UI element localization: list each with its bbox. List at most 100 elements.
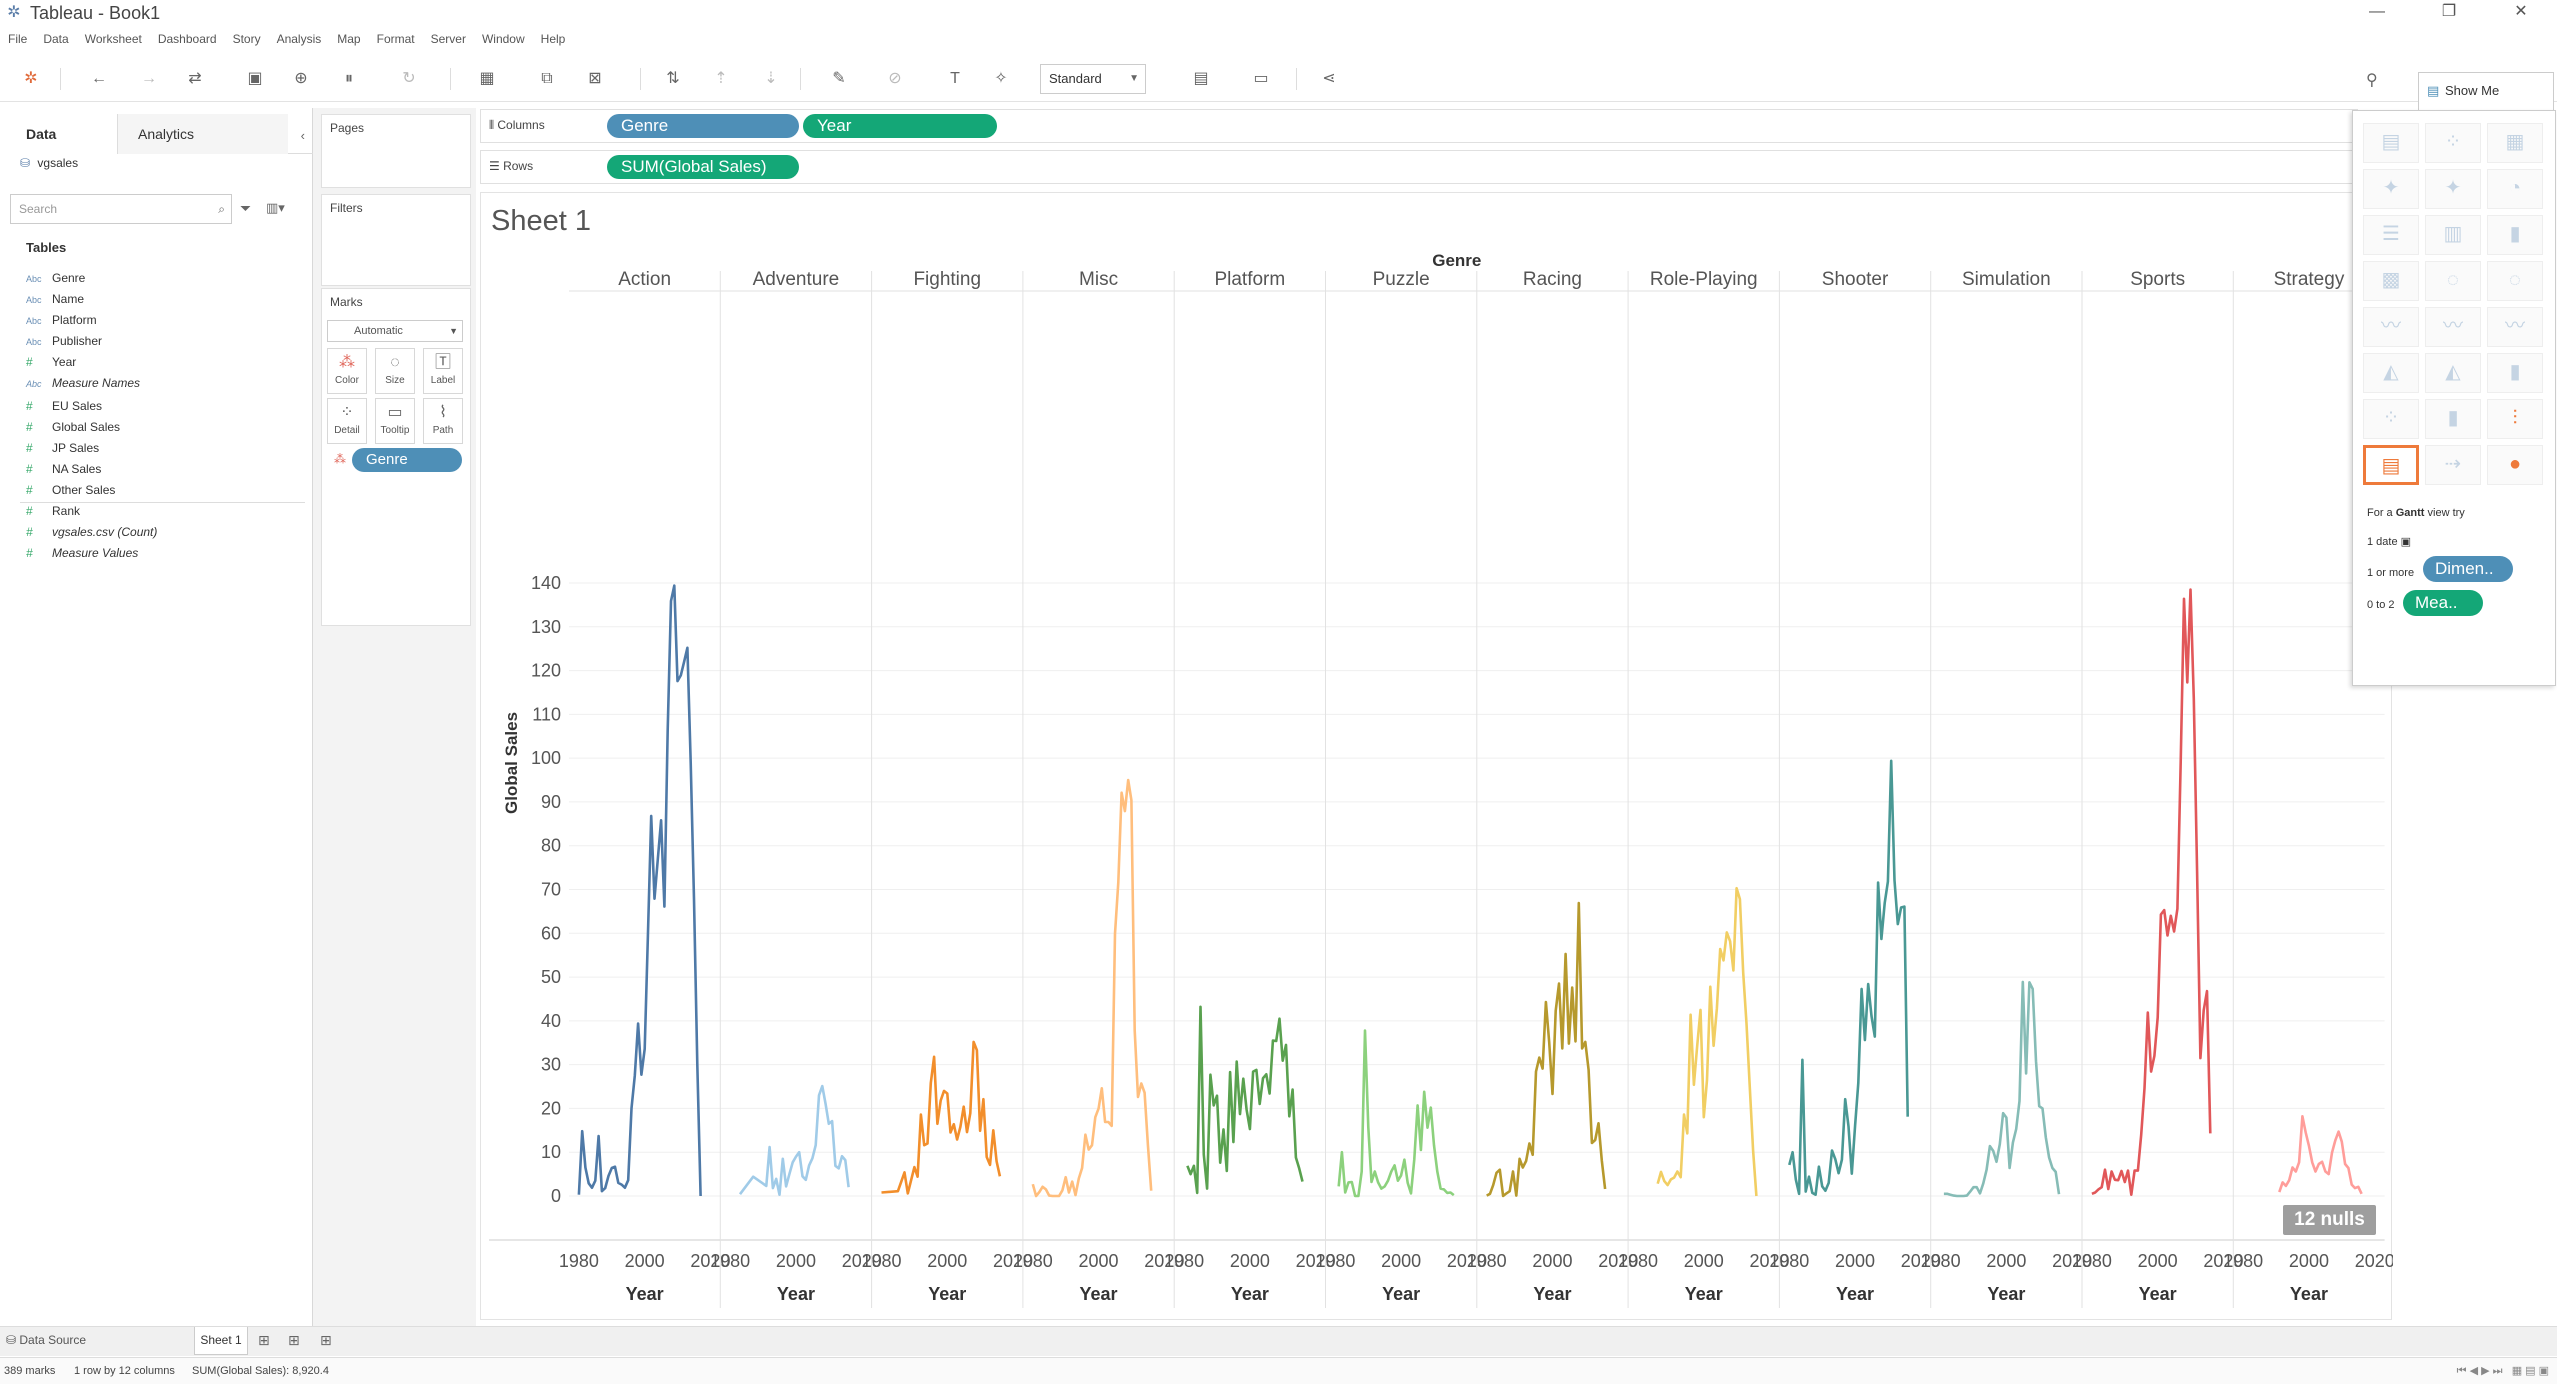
filter-fields-icon[interactable]: ⏷ (240, 200, 252, 216)
swap-rows-columns-icon[interactable]: ⇅ (666, 70, 680, 87)
menu-format[interactable]: Format (376, 32, 415, 46)
show-me-side-by-side-circles-icon[interactable]: ◌ (2487, 261, 2543, 301)
show-me-area-discrete-icon[interactable]: ◭ (2425, 353, 2481, 393)
show-me-histogram-icon[interactable]: ▮ (2425, 399, 2481, 439)
size-button[interactable]: ◌ Size (375, 348, 415, 394)
show-me-bullet-graph-icon[interactable]: ⇢ (2425, 445, 2481, 485)
new-dashboard-icon[interactable]: ⊞ (288, 1332, 300, 1348)
tab-analytics[interactable]: Analytics (118, 114, 288, 154)
detail-button[interactable]: ⁘ Detail (327, 398, 367, 444)
tab-data[interactable]: Data (0, 114, 118, 154)
show-me-discrete-lines-icon[interactable]: 〰 (2425, 307, 2481, 347)
color-button[interactable]: ⁂ Color (327, 348, 367, 394)
show-me-box-whisker-icon[interactable]: ⫶ (2487, 399, 2543, 439)
path-button[interactable]: ⌇ Path (423, 398, 463, 444)
label-button[interactable]: 🅃 Label (423, 348, 463, 394)
fit-dropdown[interactable]: Standard ▼ (1040, 64, 1146, 94)
rows-sum-global-sales-pill[interactable]: SUM(Global Sales) (607, 155, 799, 179)
field-jp-sales[interactable]: # JP Sales (26, 438, 99, 458)
columns-shelf[interactable]: ⫴ Columns Genre Year (480, 109, 2358, 143)
show-me-tab[interactable]: ▤ Show Me (2418, 72, 2554, 110)
collapse-pane-icon[interactable]: ‹ (300, 128, 305, 143)
show-me-highlight-table-icon[interactable]: ▦ (2487, 123, 2543, 163)
menu-story[interactable]: Story (232, 32, 261, 46)
show-me-filled-map-icon[interactable]: ✦ (2425, 169, 2481, 209)
show-me-horizontal-bars-icon[interactable]: ☰ (2363, 215, 2419, 255)
nulls-indicator[interactable]: 12 nulls (2283, 1205, 2376, 1235)
pages-card[interactable]: Pages (321, 114, 471, 188)
sheet-tab-sheet-1[interactable]: Sheet 1 (194, 1327, 248, 1355)
field-publisher[interactable]: Abc Publisher (26, 331, 102, 351)
new-worksheet-icon[interactable]: ▦ (479, 70, 495, 87)
genre-color-pill[interactable]: Genre (352, 448, 462, 472)
new-datasource-icon[interactable]: ⊕ (294, 70, 308, 87)
show-me-dual-lines-icon[interactable]: 〰 (2487, 307, 2543, 347)
menu-map[interactable]: Map (337, 32, 361, 46)
new-story-icon[interactable]: ⊞ (320, 1332, 332, 1348)
menu-server[interactable]: Server (430, 32, 466, 46)
field-vgsales-csv-count-[interactable]: # vgsales.csv (Count) (26, 522, 157, 542)
field-measure-values[interactable]: # Measure Values (26, 543, 138, 563)
menu-worksheet[interactable]: Worksheet (84, 32, 142, 46)
fix-axes-icon[interactable]: ✧ (994, 70, 1008, 87)
view-options-icon[interactable]: ▥▾ (266, 200, 285, 215)
show-me-pie-chart-icon[interactable]: ◔ (2487, 169, 2543, 209)
field-search-input[interactable]: Search ⌕ (10, 194, 232, 224)
field-rank[interactable]: # Rank (26, 501, 80, 521)
pause-updates-icon[interactable]: ⏸ (344, 70, 353, 87)
field-name[interactable]: Abc Name (26, 289, 84, 309)
highlight-icon[interactable]: ✎ (832, 70, 846, 87)
clear-sheet-icon[interactable]: ⊠ (588, 70, 602, 87)
tableau-home-icon[interactable]: ✲ (24, 70, 38, 87)
field-other-sales[interactable]: # Other Sales (26, 480, 115, 500)
menu-analysis[interactable]: Analysis (276, 32, 322, 46)
show-me-continuous-lines-icon[interactable]: 〰 (2363, 307, 2419, 347)
restore-icon[interactable]: ❐ (2441, 3, 2457, 20)
menu-dashboard[interactable]: Dashboard (157, 32, 217, 46)
new-worksheet-icon[interactable]: ⊞ (258, 1332, 270, 1348)
rows-shelf[interactable]: ☰ Rows SUM(Global Sales) (480, 150, 2358, 184)
show-me-scatter-plot-icon[interactable]: ⁘ (2363, 399, 2419, 439)
columns-year-pill[interactable]: Year (803, 114, 997, 138)
swap-icon[interactable]: ⇄ (188, 70, 202, 87)
show-me-packed-bubbles-icon[interactable]: ● (2487, 445, 2543, 485)
menu-file[interactable]: File (8, 32, 28, 46)
show-me-area-continuous-icon[interactable]: ◭ (2363, 353, 2419, 393)
show-cards-icon[interactable]: ▤ (1193, 70, 1209, 87)
field-measure-names[interactable]: Abc Measure Names (26, 373, 140, 393)
field-platform[interactable]: Abc Platform (26, 310, 97, 330)
refresh-icon[interactable]: ↻ (402, 70, 416, 87)
show-me-circle-views-icon[interactable]: ◌ (2425, 261, 2481, 301)
undo-icon[interactable]: ← (91, 70, 107, 87)
show-me-dual-combination-icon[interactable]: ▮ (2487, 353, 2543, 393)
sort-ascending-icon[interactable]: ⇡ (714, 70, 728, 87)
field-na-sales[interactable]: # NA Sales (26, 459, 101, 479)
show-me-stacked-bars-icon[interactable]: ▥ (2425, 215, 2481, 255)
format-painter-icon[interactable]: ⚲ (2366, 72, 2378, 89)
show-me-side-by-side-bars-icon[interactable]: ▮ (2487, 215, 2543, 255)
filters-card[interactable]: Filters (321, 194, 471, 286)
menu-data[interactable]: Data (43, 32, 69, 46)
columns-genre-pill[interactable]: Genre (607, 114, 799, 138)
field-genre[interactable]: Abc Genre (26, 268, 85, 288)
save-icon[interactable]: ▣ (247, 70, 263, 87)
show-me-treemap-icon[interactable]: ▩ (2363, 261, 2419, 301)
field-year[interactable]: # Year (26, 352, 76, 372)
group-icon[interactable]: ⊘ (888, 70, 902, 87)
sheet-navigation[interactable]: ⏮ ◀ ▶ ⏭ ▦ ▤ ▣ (2456, 1365, 2549, 1377)
tooltip-button[interactable]: ▭ Tooltip (375, 398, 415, 444)
show-me-symbol-map-icon[interactable]: ✦ (2363, 169, 2419, 209)
mark-type-dropdown[interactable]: Automatic ▼ (327, 320, 463, 342)
menu-window[interactable]: Window (481, 32, 525, 46)
redo-icon[interactable]: → (141, 70, 157, 87)
datasource-item[interactable]: ⛁ vgsales (20, 156, 78, 170)
show-labels-icon[interactable]: T (950, 70, 960, 87)
data-source-tab[interactable]: ⛁ Data Source (6, 1333, 86, 1347)
show-me-gantt-chart-icon[interactable]: ▤ (2363, 445, 2419, 485)
field-eu-sales[interactable]: # EU Sales (26, 396, 102, 416)
close-icon[interactable]: ✕ (2514, 3, 2528, 20)
menu-help[interactable]: Help (540, 32, 566, 46)
show-me-text-table-icon[interactable]: ▤ (2363, 123, 2419, 163)
show-me-heat-map-icon[interactable]: ⁘ (2425, 123, 2481, 163)
presentation-icon[interactable]: ▭ (1253, 70, 1269, 87)
